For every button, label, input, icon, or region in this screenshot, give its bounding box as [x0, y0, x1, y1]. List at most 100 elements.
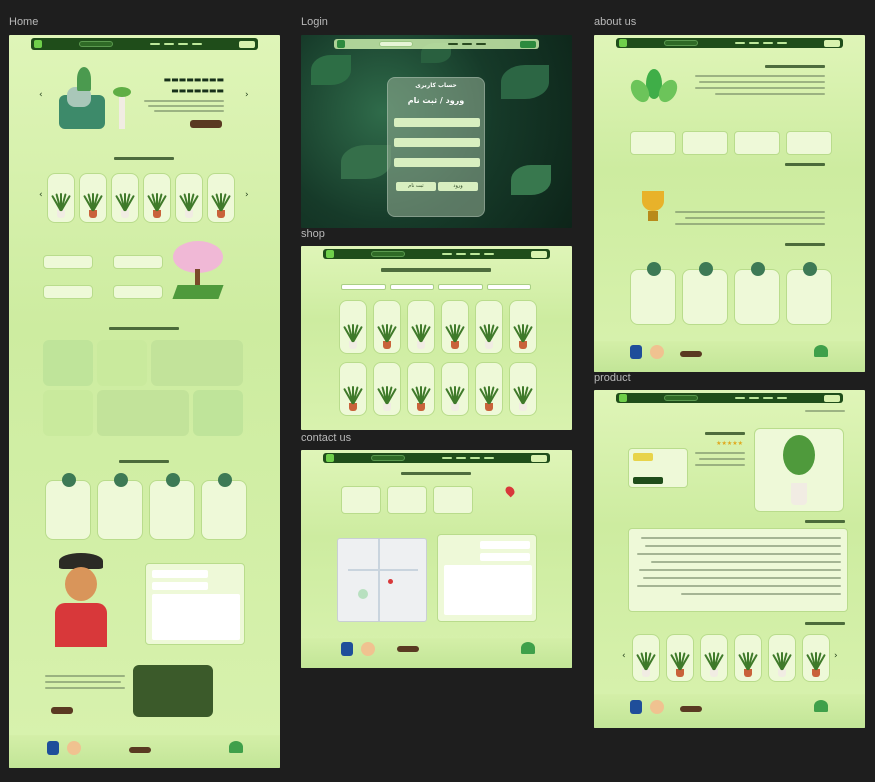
add-to-cart-button[interactable] [633, 477, 663, 484]
login-navbar[interactable] [333, 39, 540, 49]
login-submit-button[interactable]: ورود [438, 182, 478, 191]
contact-map[interactable] [337, 538, 427, 622]
enamad-badge-icon[interactable] [341, 642, 353, 656]
product-frame[interactable]: ★★★★★ ‹ › [594, 390, 865, 728]
plant-card[interactable] [175, 173, 203, 223]
footer-button[interactable] [397, 646, 419, 652]
about-value-card [786, 131, 832, 155]
shop-product-card[interactable] [509, 362, 537, 416]
login-frame[interactable]: حساب کاربری ورود / ثبت نام ورود ثبت نام [301, 35, 572, 228]
hero-next-arrow[interactable]: › [245, 90, 249, 100]
shop-product-card[interactable] [475, 362, 503, 416]
cherry-tree-illustration [169, 241, 229, 301]
plant-card[interactable] [143, 173, 171, 223]
footer-button[interactable] [680, 706, 702, 712]
gardener-illustration [45, 553, 115, 653]
samandehi-badge-icon[interactable] [67, 741, 81, 755]
shop-filters[interactable] [341, 284, 531, 290]
similar-product-card[interactable] [700, 634, 728, 682]
shop-product-card[interactable] [509, 300, 537, 354]
category-snake-plant[interactable] [151, 340, 243, 386]
about-navbar[interactable] [615, 38, 844, 48]
plant-card[interactable] [111, 173, 139, 223]
enamad-badge-icon[interactable] [630, 345, 642, 359]
home-navbar[interactable] [30, 38, 259, 50]
footer-button[interactable] [680, 351, 702, 357]
plants-next-arrow[interactable]: › [245, 190, 249, 200]
shop-product-card[interactable] [407, 300, 435, 354]
form-name-field[interactable] [152, 570, 208, 578]
similar-product-card[interactable] [768, 634, 796, 682]
product-purchase-box[interactable] [628, 448, 688, 488]
similar-product-card[interactable] [666, 634, 694, 682]
category-bonsai[interactable] [43, 340, 93, 386]
product-discount-badge [633, 453, 653, 461]
category-succulent[interactable] [193, 390, 243, 436]
contact-navbar[interactable] [322, 453, 551, 463]
consultation-form[interactable] [145, 563, 245, 645]
enamad-badge-icon[interactable] [630, 700, 642, 714]
plant-leaves-icon [445, 384, 465, 405]
trophy-illustration [634, 181, 674, 225]
home-nav-button[interactable] [239, 40, 256, 48]
contact-name-field[interactable] [480, 541, 530, 549]
login-username-input[interactable] [394, 118, 480, 127]
hero-cta-button[interactable] [190, 120, 222, 128]
contact-phone-field[interactable] [480, 553, 530, 561]
home-nav-links[interactable] [150, 43, 203, 45]
form-message-field[interactable] [152, 594, 240, 640]
home-logo[interactable] [33, 40, 42, 48]
plant-card[interactable] [47, 173, 75, 223]
similar-product-card[interactable] [802, 634, 830, 682]
plant-leaves-icon [513, 322, 533, 343]
login-captcha-input[interactable] [394, 158, 480, 167]
shop-product-card[interactable] [441, 362, 469, 416]
form-phone-field[interactable] [152, 582, 208, 590]
category-terrarium[interactable] [97, 390, 189, 436]
plant-card[interactable] [207, 173, 235, 223]
samandehi-badge-icon[interactable] [650, 700, 664, 714]
category-ficus[interactable] [43, 390, 93, 436]
plant-leaves-icon [704, 650, 724, 671]
samandehi-badge-icon[interactable] [361, 642, 375, 656]
product-navbar[interactable] [615, 393, 844, 403]
shop-product-card[interactable] [339, 362, 367, 416]
location-pin-icon [503, 484, 517, 498]
product-breadcrumb[interactable] [805, 410, 845, 412]
about-honors-title [785, 163, 825, 166]
contact-message-field[interactable] [444, 565, 532, 615]
shop-product-card[interactable] [373, 300, 401, 354]
category-cactus[interactable] [97, 340, 147, 386]
shop-product-card[interactable] [339, 300, 367, 354]
plants-prev-arrow[interactable]: ‹ [39, 190, 43, 200]
login-register-button[interactable]: ثبت نام [396, 182, 436, 191]
contact-form[interactable] [437, 534, 537, 622]
shop-product-card[interactable] [441, 300, 469, 354]
plant-leaves-icon [479, 322, 499, 343]
home-search-input[interactable] [78, 41, 113, 47]
similar-prev-arrow[interactable]: ‹ [622, 651, 626, 661]
similar-product-card[interactable] [632, 634, 660, 682]
product-image [754, 428, 844, 512]
shop-product-card[interactable] [373, 362, 401, 416]
footer-button[interactable] [129, 747, 151, 753]
contact-frame[interactable] [301, 450, 572, 668]
home-frame[interactable]: ▬▬▬▬▬▬▬▬ ▬▬▬▬▬▬▬ ‹ › ‹ › [9, 35, 280, 768]
similar-product-card[interactable] [734, 634, 762, 682]
shop-product-card[interactable] [475, 300, 503, 354]
shop-navbar[interactable] [322, 249, 551, 259]
shop-frame[interactable] [301, 246, 572, 430]
frame-label-login: Login [301, 16, 328, 28]
similar-next-arrow[interactable]: › [834, 651, 838, 661]
blog-read-more-button[interactable] [51, 707, 73, 714]
contact-card-address [341, 486, 381, 514]
enamad-badge-icon[interactable] [47, 741, 59, 755]
login-panel[interactable]: حساب کاربری ورود / ثبت نام ورود ثبت نام [387, 77, 485, 217]
plant-card[interactable] [79, 173, 107, 223]
login-password-input[interactable] [394, 138, 480, 147]
hero-prev-arrow[interactable]: ‹ [39, 90, 43, 100]
similar-products-title [805, 622, 845, 625]
samandehi-badge-icon[interactable] [650, 345, 664, 359]
shop-product-card[interactable] [407, 362, 435, 416]
about-frame[interactable] [594, 35, 865, 372]
